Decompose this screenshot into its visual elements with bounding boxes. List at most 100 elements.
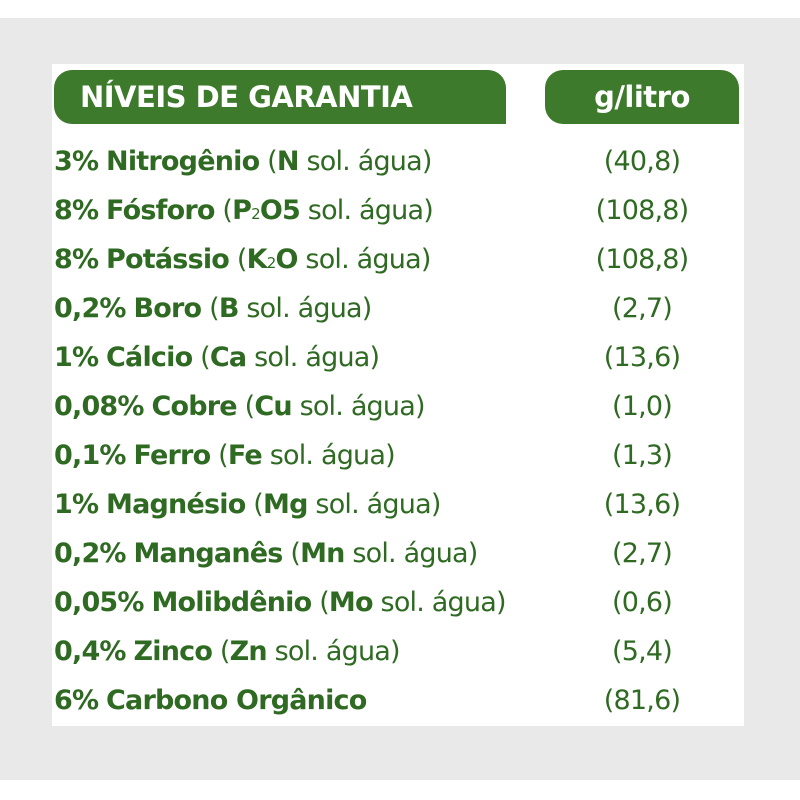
nutrient-percent: 0,05% — [54, 587, 144, 618]
paren-open: ( — [218, 440, 229, 471]
nutrient-name: Zinco — [133, 636, 213, 667]
nutrient-percent: 0,08% — [54, 391, 144, 422]
chemical-symbol: N — [276, 146, 300, 177]
nutrient-list: 3% Nitrogênio (N sol. água) (40,8) 8% Fósf… — [54, 137, 744, 725]
nutrient-row: 8% Fósforo (P2O5 sol. água) (108,8) — [54, 186, 744, 235]
solubility-note: sol. água) — [254, 342, 380, 373]
nutrient-name: Potássio — [106, 244, 230, 275]
nutrient-row: 0,1% Ferro (Fe sol. água) (1,3) — [54, 431, 744, 480]
paren-open: ( — [236, 244, 248, 275]
nutrient-label: 0,2% Boro (B sol. água) — [54, 284, 372, 337]
paren-open: ( — [267, 146, 278, 177]
nutrient-value: (1,3) — [611, 440, 673, 471]
chemical-symbol: Fe — [227, 440, 263, 471]
solubility-note: sol. água) — [306, 146, 432, 177]
paren-open: ( — [219, 636, 231, 667]
chemical-subscript: 2 — [251, 205, 261, 223]
nutrient-row: 0,4% Zinco (Zn sol. água) (5,4) — [54, 627, 744, 676]
nutrient-label: 1% Magnésio (Mg sol. água) — [54, 480, 441, 533]
solubility-note: sol. água) — [269, 440, 396, 471]
paren-open: ( — [209, 293, 220, 324]
chemical-symbol: Zn — [229, 636, 268, 667]
chemical-symbol: Mo — [328, 587, 374, 618]
nutrient-row: 0,2% Boro (B sol. água) (2,7) — [54, 284, 744, 333]
chemical-symbol: Cu — [254, 391, 292, 422]
chemical-formula-rest: O — [275, 244, 298, 275]
nutrient-value: (2,7) — [611, 538, 673, 569]
chemical-symbol: P — [232, 195, 252, 226]
nutrient-row: 1% Magnésio (Mg sol. água) (13,6) — [54, 480, 744, 529]
nutrient-label: 8% Potássio (K2O sol. água) — [54, 235, 431, 288]
nutrient-name: Manganês — [133, 538, 283, 569]
nutrient-percent: 0,2% — [54, 538, 126, 569]
nutrient-label: 0,1% Ferro (Fe sol. água) — [54, 431, 396, 484]
paren-open: ( — [253, 489, 264, 520]
solubility-note: sol. água) — [307, 195, 434, 226]
chemical-symbol: B — [218, 293, 240, 324]
nutrient-name: Nitrogênio — [106, 146, 260, 177]
solubility-note: sol. água) — [315, 489, 441, 520]
nutrient-name: Cobre — [151, 391, 237, 422]
nutrient-row: 0,08% Cobre (Cu sol. água) (1,0) — [54, 382, 744, 431]
nutrient-row: 6% Carbono Orgânico (81,6) — [54, 676, 744, 725]
nutrient-name: Ferro — [133, 440, 211, 471]
nutrient-value: (81,6) — [603, 685, 681, 716]
paren-open: ( — [244, 391, 256, 422]
nutrient-label: 0,08% Cobre (Cu sol. água) — [54, 382, 426, 435]
nutrient-row: 1% Cálcio (Ca sol. água) (13,6) — [54, 333, 744, 382]
guarantee-table — [52, 64, 744, 726]
paren-open: ( — [290, 538, 301, 569]
solubility-note: sol. água) — [274, 636, 401, 667]
paren-open: ( — [319, 587, 330, 618]
nutrient-row: 3% Nitrogênio (N sol. água) (40,8) — [54, 137, 744, 186]
solubility-note: sol. água) — [246, 293, 372, 324]
solubility-note: sol. água) — [305, 244, 431, 275]
nutrient-name: Magnésio — [106, 489, 246, 520]
nutrient-value: (0,6) — [611, 587, 673, 618]
nutrient-percent: 0,1% — [54, 440, 126, 471]
nutrient-percent: 1% — [54, 342, 99, 373]
solubility-note: sol. água) — [380, 587, 507, 618]
nutrient-percent: 0,2% — [54, 293, 126, 324]
nutrient-percent: 0,4% — [54, 636, 126, 667]
nutrient-value: (13,6) — [603, 489, 681, 520]
nutrient-name: Cálcio — [106, 342, 193, 373]
nutrient-label: 8% Fósforo (P2O5 sol. água) — [54, 186, 434, 239]
nutrient-percent: 1% — [54, 489, 99, 520]
paren-open: ( — [200, 342, 211, 373]
nutrient-value: (108,8) — [595, 244, 690, 275]
nutrient-label: 1% Cálcio (Ca sol. água) — [54, 333, 380, 386]
nutrient-name: Fósforo — [106, 195, 215, 226]
nutrient-label: 0,2% Manganês (Mn sol. água) — [54, 529, 478, 582]
nutrient-percent: 8% — [54, 195, 99, 226]
chemical-formula-rest: O5 — [259, 195, 301, 226]
chemical-symbol: Mn — [300, 538, 345, 569]
nutrient-value: (40,8) — [603, 146, 681, 177]
nutrient-name: Boro — [133, 293, 202, 324]
table-title: NÍVEIS DE GARANTIA — [54, 70, 506, 124]
nutrient-name: Molibdênio — [151, 587, 312, 618]
nutrient-label: 6% Carbono Orgânico — [54, 676, 367, 729]
nutrient-value: (13,6) — [603, 342, 681, 373]
chemical-symbol: Ca — [209, 342, 247, 373]
paren-open: ( — [222, 195, 233, 226]
nutrient-label: 3% Nitrogênio (N sol. água) — [54, 137, 432, 190]
nutrient-value: (5,4) — [611, 636, 673, 667]
chemical-symbol: Mg — [263, 489, 308, 520]
nutrient-value: (2,7) — [611, 293, 673, 324]
solubility-note: sol. água) — [352, 538, 478, 569]
nutrient-percent: 8% — [54, 244, 99, 275]
nutrient-label: 0,05% Molibdênio (Mo sol. água) — [54, 578, 506, 631]
nutrient-row: 0,05% Molibdênio (Mo sol. água) (0,6) — [54, 578, 744, 627]
unit-header: g/litro — [545, 70, 739, 124]
nutrient-row: 8% Potássio (K2O sol. água) (108,8) — [54, 235, 744, 284]
chemical-symbol: K — [246, 244, 268, 275]
nutrient-row: 0,2% Manganês (Mn sol. água) (2,7) — [54, 529, 744, 578]
nutrient-value: (108,8) — [595, 195, 690, 226]
nutrient-name: Carbono Orgânico — [106, 685, 367, 716]
nutrient-label: 0,4% Zinco (Zn sol. água) — [54, 627, 401, 680]
nutrient-percent: 3% — [54, 146, 99, 177]
chemical-subscript: 2 — [266, 254, 277, 272]
nutrient-percent: 6% — [54, 685, 99, 716]
nutrient-value: (1,0) — [611, 391, 673, 422]
